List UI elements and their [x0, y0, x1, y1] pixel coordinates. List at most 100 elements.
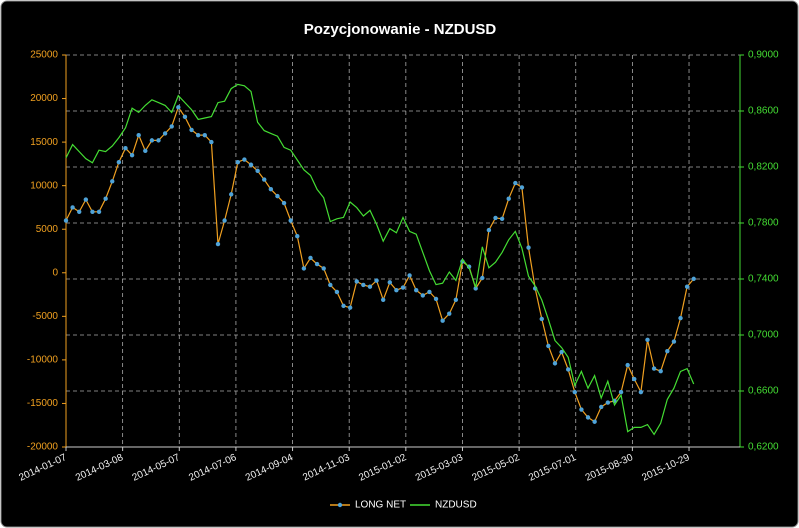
y-tick-label: 20000 [30, 93, 58, 104]
data-point [427, 289, 432, 295]
data-point [387, 280, 392, 285]
data-point [321, 266, 326, 271]
data-point [347, 305, 353, 310]
data-point [176, 105, 181, 110]
data-point [374, 278, 379, 283]
data-point [394, 288, 399, 293]
data-point [275, 193, 280, 199]
y-tick-label: 5000 [36, 224, 59, 235]
data-point [288, 218, 293, 223]
data-point [678, 315, 683, 321]
y2-tick-label: 0,6600 [748, 386, 779, 397]
data-point [486, 227, 492, 233]
data-point [162, 131, 168, 136]
data-point [414, 288, 419, 293]
data-point [367, 284, 373, 289]
data-point [651, 366, 657, 371]
data-point [215, 241, 221, 247]
data-point [136, 132, 141, 138]
data-point [262, 177, 267, 182]
data-point [301, 266, 307, 271]
chart-title: Pozycjonowanie - NZDUSD [304, 21, 497, 38]
data-point [407, 273, 412, 278]
data-point [447, 311, 452, 316]
data-point [83, 197, 89, 202]
data-point [209, 139, 214, 145]
data-point [539, 316, 544, 322]
y-tick-label: -20000 [27, 442, 59, 453]
data-point [599, 404, 604, 410]
data-point [235, 159, 241, 165]
y-tick-label: -15000 [27, 398, 59, 409]
data-point [513, 180, 518, 186]
data-point [493, 215, 498, 221]
data-point [96, 209, 102, 214]
data-point [295, 233, 300, 239]
data-point [242, 157, 247, 162]
data-point [202, 132, 207, 138]
data-point [334, 289, 340, 295]
data-point [110, 179, 115, 184]
data-point [195, 132, 201, 138]
y2-tick-label: 0,8600 [748, 106, 779, 117]
data-point [453, 297, 459, 302]
data-point [63, 218, 69, 223]
data-point [638, 389, 644, 395]
data-point [169, 124, 174, 129]
y-tick-label: 25000 [30, 50, 58, 61]
y-tick-label: 0 [52, 267, 58, 278]
data-point [625, 362, 630, 368]
data-point [632, 376, 637, 382]
data-point [149, 138, 155, 143]
data-point [380, 297, 386, 302]
data-point [255, 168, 260, 174]
data-point [341, 303, 346, 309]
data-point [156, 138, 161, 143]
data-point [70, 205, 75, 210]
data-point [499, 216, 505, 221]
data-point [480, 275, 485, 281]
data-point [579, 407, 584, 412]
data-point [684, 284, 690, 289]
data-point [559, 349, 564, 355]
data-point [328, 282, 333, 288]
data-point [552, 361, 558, 366]
data-point [308, 255, 313, 261]
data-point [281, 200, 287, 206]
data-point [189, 127, 194, 133]
data-point [671, 339, 677, 344]
data-point [473, 286, 478, 291]
data-point [519, 185, 525, 190]
y2-tick-label: 0,7000 [748, 330, 779, 341]
legend-label: NZDUSD [435, 500, 477, 511]
data-point [77, 209, 82, 214]
y-tick-label: -10000 [27, 355, 59, 366]
data-point [182, 114, 188, 120]
y2-tick-label: 0,9000 [748, 50, 779, 61]
data-point [143, 148, 148, 154]
data-point [585, 415, 591, 420]
y2-tick-label: 0,8200 [748, 162, 779, 173]
data-point [618, 389, 624, 395]
y2-tick-label: 0,7400 [748, 274, 779, 285]
data-point [605, 400, 611, 405]
y-tick-label: 10000 [30, 180, 58, 191]
data-point [691, 276, 696, 282]
data-point [116, 159, 122, 165]
data-point [90, 209, 95, 214]
data-point [645, 337, 650, 343]
data-point [361, 282, 366, 288]
series-line [65, 83, 695, 436]
data-point [433, 296, 439, 302]
data-point [228, 192, 234, 197]
data-point [592, 419, 597, 424]
data-point [314, 261, 320, 267]
y2-tick-label: 0,6200 [748, 442, 779, 453]
data-point [400, 285, 406, 290]
y-tick-label: 15000 [30, 137, 58, 148]
y-tick-label: -5000 [32, 311, 58, 322]
data-point [123, 146, 128, 151]
data-point [103, 196, 108, 201]
